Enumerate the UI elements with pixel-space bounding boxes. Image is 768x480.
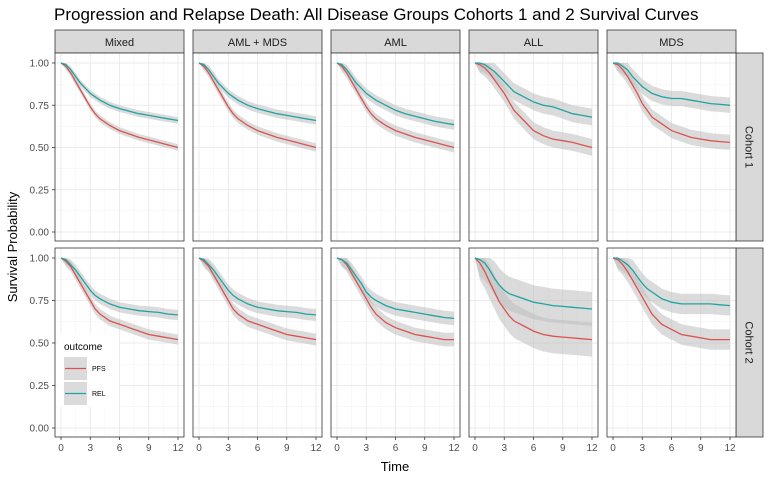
x-tick-label: 12 [448,443,460,454]
x-tick-label: 3 [225,443,231,454]
series-line-pfs [612,257,730,341]
legend-label-rel: REL [92,391,106,398]
panel-cohort-1-aml [330,52,461,242]
x-tick-label: 12 [172,443,184,454]
x-tick-label: 12 [586,443,598,454]
panel-cohort-1-all [468,52,599,242]
facet-strip-label: Mixed [105,37,134,49]
y-tick-label: 0.00 [30,424,50,435]
y-tick-label: 0.25 [30,381,50,392]
panel-border [468,52,599,242]
y-tick-label: 0.00 [30,228,50,239]
facet-strip-label: ALL [524,37,544,49]
panel-cohort-2-mds: 0 3 6 9 12 [606,247,737,454]
facet-strip-label: AML [384,37,407,49]
series-line-rel [336,62,455,126]
series-line-rel [613,257,731,307]
x-tick-label: 9 [560,443,566,454]
y-tick-label: 0.50 [30,339,50,350]
series-line-pfs [60,62,179,149]
series-line-pfs [336,62,455,149]
x-tick-label: 9 [422,443,428,454]
y-tick-label: 0.25 [30,185,50,196]
panel-cohort-1-aml-mds [192,52,323,242]
facet-strip-label: Cohort 2 [743,321,755,363]
x-tick-label: 9 [146,443,152,454]
y-tick-label: 0.75 [30,296,50,307]
x-tick-label: 9 [698,443,704,454]
panel-border [330,52,461,242]
series-line-rel [336,257,455,320]
legend-label-pfs: PFS [92,366,106,373]
confidence-band-rel [61,63,178,124]
confidence-band-rel [613,258,730,316]
x-axis-title: Time [381,459,409,474]
series-line-rel [198,257,317,316]
y-tick-label: 0.50 [30,143,50,154]
panel-border [54,52,185,242]
series-line-pfs [474,62,593,149]
x-tick-label: 0 [334,443,340,454]
panel-cohort-1-mixed [54,52,185,242]
legend-title: outcome [64,342,103,353]
series-line-pfs [60,257,179,341]
x-tick-label: 6 [669,443,675,454]
confidence-band-pfs [199,63,316,152]
x-tick-label: 0 [610,443,616,454]
x-tick-label: 12 [724,443,736,454]
x-tick-label: 0 [196,443,202,454]
facet-strip-label: Cohort 1 [743,126,755,168]
x-tick-label: 6 [393,443,399,454]
facet-strip-label: MDS [659,37,683,49]
x-tick-label: 3 [639,443,645,454]
x-tick-label: 6 [531,443,537,454]
legend: outcome PFS REL [57,333,119,407]
series-line-pfs [198,62,317,149]
y-axis-title: Survival Probability [5,191,20,302]
series-line-rel [613,62,731,106]
series-line-pfs [474,257,593,341]
facet-panels: Mixed AML + MDS AML ALL MDS Cohort 1 0.00 0.25 0… [30,29,764,454]
x-tick-label: 3 [363,443,369,454]
series-line-rel [474,257,593,310]
y-tick-label: 1.00 [30,254,50,265]
x-tick-label: 6 [117,443,123,454]
x-tick-label: 12 [310,443,322,454]
y-tick-label: 0.75 [30,101,50,112]
x-tick-label: 3 [501,443,507,454]
x-tick-label: 6 [255,443,261,454]
panel-cohort-2-all: 0 3 6 9 12 [468,247,599,454]
series-line-pfs [336,257,454,341]
x-tick-label: 0 [58,443,64,454]
series-line-rel [198,62,317,122]
confidence-band-pfs [61,63,178,151]
series-line-pfs [198,257,317,341]
panel-border [606,52,737,242]
confidence-band-rel [475,258,592,326]
x-tick-label: 3 [87,443,93,454]
panel-cohort-2-aml-mds: 0 3 6 9 12 [192,247,323,454]
x-tick-label: 0 [472,443,478,454]
confidence-band-rel [613,63,730,113]
chart-title: Progression and Relapse Death: All Disea… [54,5,698,24]
panel-cohort-1-mds [606,52,737,242]
facet-strip-label: AML + MDS [228,37,287,49]
panel-border [192,52,323,242]
panel-cohort-2-aml: 0 3 6 9 12 [330,247,461,454]
confidence-band-pfs [475,258,592,357]
series-line-rel [475,62,593,118]
confidence-band-rel [337,258,454,326]
x-tick-label: 9 [284,443,290,454]
y-tick-label: 1.00 [30,59,50,70]
confidence-band-rel [199,258,316,321]
series-line-pfs [612,62,731,144]
series-line-rel [60,62,179,122]
series-line-rel [60,257,179,316]
facet-strip-cohort-2 [735,247,764,438]
